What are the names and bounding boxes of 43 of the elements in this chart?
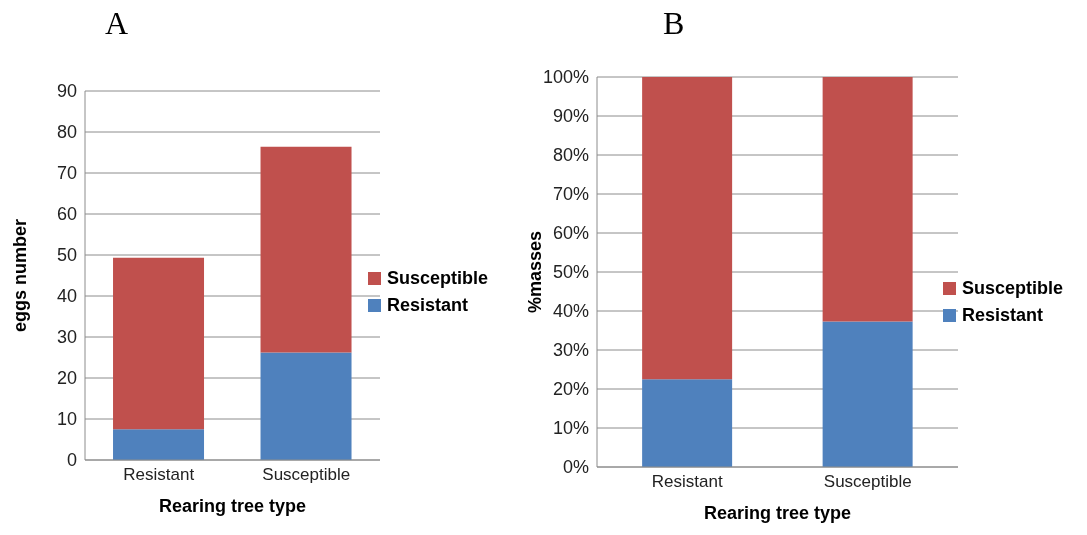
bar xyxy=(260,146,352,353)
legend-label: Susceptible xyxy=(387,268,489,289)
y-tick-label: 10 xyxy=(56,409,77,430)
y-tick-label: 40 xyxy=(56,286,77,307)
y-tick-label: 0% xyxy=(562,457,589,478)
chart-title: A xyxy=(105,5,129,42)
y-tick-label: 50% xyxy=(552,262,589,283)
bar xyxy=(642,77,733,380)
y-tick-label: 60 xyxy=(56,204,77,225)
x-axis-title: Rearing tree type xyxy=(703,503,852,523)
y-tick-label: 80% xyxy=(552,145,589,166)
y-axis-title: eggs number xyxy=(10,218,31,333)
y-tick-label: 40% xyxy=(552,301,589,322)
y-tick-label: 90% xyxy=(552,106,589,127)
y-tick-label: 80 xyxy=(56,122,77,143)
y-tick-label: 90 xyxy=(56,81,77,102)
y-tick-label: 20% xyxy=(552,379,589,400)
bar xyxy=(113,429,205,460)
chart-title: B xyxy=(663,5,685,42)
y-axis-title: %masses xyxy=(525,230,546,314)
x-tick-label: Susceptible xyxy=(823,472,912,492)
bar xyxy=(260,352,352,460)
legend-label: Resistant xyxy=(387,295,469,316)
bar xyxy=(113,257,205,430)
bar xyxy=(642,379,733,467)
y-tick-label: 60% xyxy=(552,223,589,244)
y-tick-label: 30 xyxy=(56,327,77,348)
y-tick-label: 100% xyxy=(542,67,589,88)
y-tick-label: 10% xyxy=(552,418,589,439)
bar xyxy=(822,321,913,467)
x-axis-title: Rearing tree type xyxy=(158,496,307,516)
y-tick-label: 70% xyxy=(552,184,589,205)
x-tick-label: Resistant xyxy=(123,465,195,485)
x-tick-label: Resistant xyxy=(651,472,723,492)
y-tick-label: 20 xyxy=(56,368,77,389)
bar xyxy=(822,77,913,322)
y-tick-label: 30% xyxy=(552,340,589,361)
legend-label: Susceptible xyxy=(962,278,1064,299)
y-tick-label: 70 xyxy=(56,163,77,184)
y-tick-label: 0 xyxy=(66,450,77,471)
x-tick-label: Susceptible xyxy=(262,465,351,485)
legend-label: Resistant xyxy=(962,305,1044,326)
y-tick-label: 50 xyxy=(56,245,77,266)
